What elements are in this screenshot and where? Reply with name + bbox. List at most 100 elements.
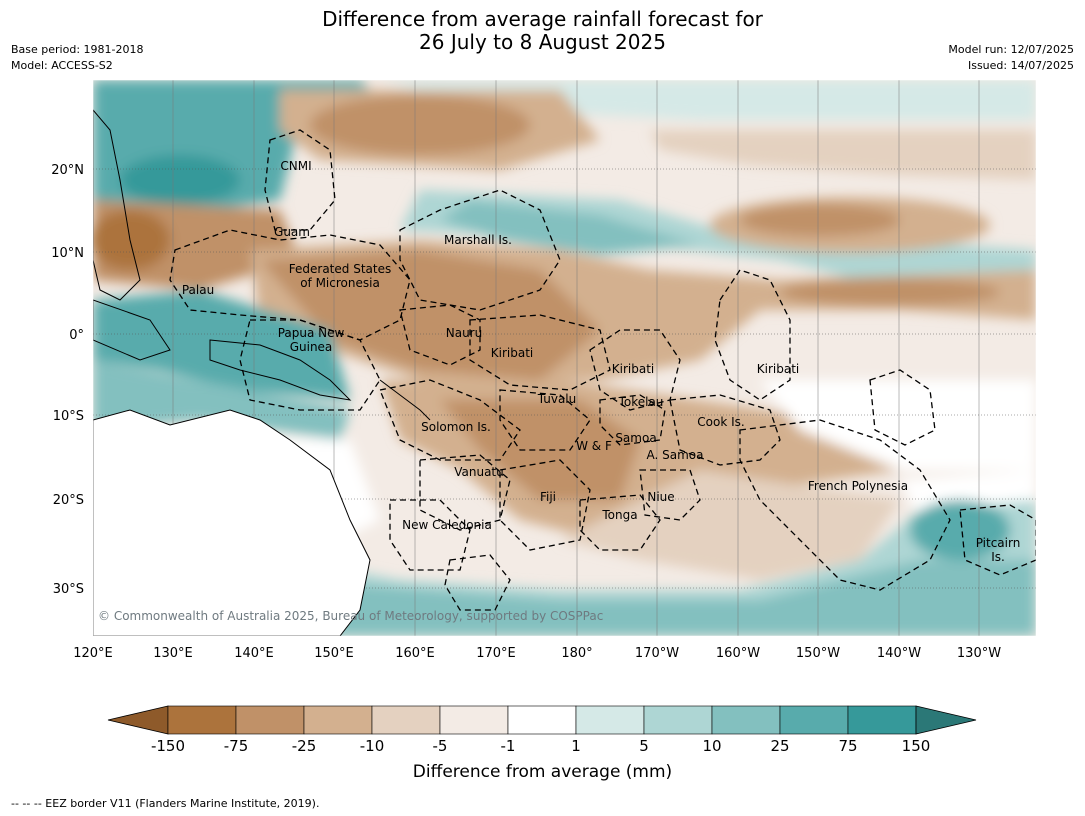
map-frame [92,79,1037,637]
colorbar-tick-label: 10 [702,737,721,755]
philippines-coast [93,109,141,301]
eez-borders [169,129,1036,611]
label-nauru: Nauru [446,326,482,340]
australia-landmass [93,409,371,636]
eez-tuvalu [499,389,591,451]
label-marshall-is: Marshall Is. [444,233,512,247]
eez-french-polynesia [739,419,951,591]
copyright-notice: © Commonwealth of Australia 2025, Bureau… [98,609,604,623]
colorbar-tick-label: 25 [770,737,789,755]
eez-nauru [399,304,481,366]
lon-tick: 140°E [234,646,274,661]
lon-tick: 180° [561,646,592,661]
colorbar-title: Difference from average (mm) [412,762,673,782]
lat-axis: 20°N 10°N 0° 10°S 20°S 30°S [51,163,84,597]
lon-tick: 150°W [796,646,840,661]
colorbar-segment [303,705,373,735]
label-tokelau: Tokelau [618,395,664,409]
colorbar-tick-label: 5 [639,737,649,755]
lat-tick: 20°S [53,493,84,508]
colorbar-tick-label: -1 [501,737,516,755]
eez-fiji [499,459,591,551]
lon-tick: 140°W [877,646,921,661]
label-tuvalu: Tuvalu [537,392,577,406]
eez-niue [639,469,701,521]
lat-tick: 0° [69,328,84,343]
colorbar-tick-label: -150 [151,737,185,755]
lon-tick: 160°E [395,646,435,661]
eez-tonga [579,494,661,551]
eez-kiribati-central [589,329,681,411]
label-fsm-line2: of Micronesia [300,276,380,290]
colorbar-segment [167,705,237,735]
colorbar-tick-label: -10 [360,737,385,755]
title-line-1: Difference from average rainfall forecas… [322,7,763,31]
eez-kiribati-west [469,314,611,391]
colorbar-segments [107,705,977,735]
label-tonga: Tonga [601,508,637,522]
colorbar-tick-label: 150 [902,737,931,755]
label-kiribati-east: Kiribati [757,362,799,376]
map-title: Difference from average rainfall forecas… [0,8,1085,54]
eez-pitcairn [959,504,1036,576]
colorbar-segment [371,705,441,735]
issued-date: Issued: 14/07/2025 [967,59,1074,72]
lon-tick: 150°E [314,646,354,661]
colorbar-segment [235,705,305,735]
label-new-caledonia: New Caledonia [402,518,492,532]
title-line-2: 26 July to 8 August 2025 [419,30,666,54]
eez-vanuatu [419,454,511,531]
lat-tick: 10°N [51,246,84,261]
lon-tick: 130°W [957,646,1001,661]
label-palau: Palau [182,283,214,297]
lon-tick: 130°E [153,646,193,661]
label-wallis-futuna: W & F [576,439,612,453]
label-niue: Niue [647,490,674,504]
label-cnmi: CNMI [280,159,311,173]
rainfall-map: CNMI Guam Marshall Is. Federated States … [51,79,1037,661]
base-period: Base period: 1981-2018 [11,43,144,56]
colorbar-extend-low [107,705,169,735]
gridlines [172,80,980,636]
eez-norfolk [444,554,511,611]
eez-solomon [379,379,521,461]
colorbar-tick-label: -75 [224,737,249,755]
colorbar-extend-high [915,705,977,735]
colorbar-tick-label: -5 [433,737,448,755]
eez-marquesas [869,369,936,446]
eez-kiribati-east [714,269,791,401]
lat-gridlines [93,168,1036,589]
label-cook-is: Cook Is. [697,415,744,429]
label-solomon-is: Solomon Is. [421,420,491,434]
lon-tick: 170°E [476,646,516,661]
new-guinea-coast [209,339,352,401]
eez-new-caledonia [389,499,471,571]
label-french-polynesia: French Polynesia [808,479,908,493]
colorbar-segment [439,705,509,735]
lon-tick: 160°W [716,646,760,661]
label-kiribati-west: Kiribati [491,346,533,360]
indonesia-coast [93,299,171,361]
label-png-line1: Papua New [278,326,345,340]
colorbar-segment [575,705,645,735]
eez-marshall [399,189,561,311]
label-samoa: Samoa [615,431,656,445]
lon-tick: 170°W [635,646,679,661]
label-fsm-line1: Federated States [289,262,391,276]
label-pitcairn-line1: Pitcairn [976,536,1021,550]
label-fiji: Fiji [540,490,556,504]
coastlines [93,109,431,636]
model-run: Model run: 12/07/2025 [948,43,1074,56]
eez-tokelau [599,394,666,446]
label-png-line2: Guinea [290,340,333,354]
label-kiribati-central: Kiribati [612,362,654,376]
lat-tick: 30°S [53,582,84,597]
lat-tick: 20°N [51,163,84,178]
model-name: Model: ACCESS-S2 [11,59,113,72]
lon-axis: 120°E 130°E 140°E 150°E 160°E 170°E 180°… [73,646,1001,661]
lat-tick: 10°S [53,409,84,424]
colorbar-tick-label: -25 [292,737,317,755]
label-guam: Guam [274,225,310,239]
colorbar-segment [779,705,849,735]
label-pitcairn-line2: Is. [991,550,1005,564]
